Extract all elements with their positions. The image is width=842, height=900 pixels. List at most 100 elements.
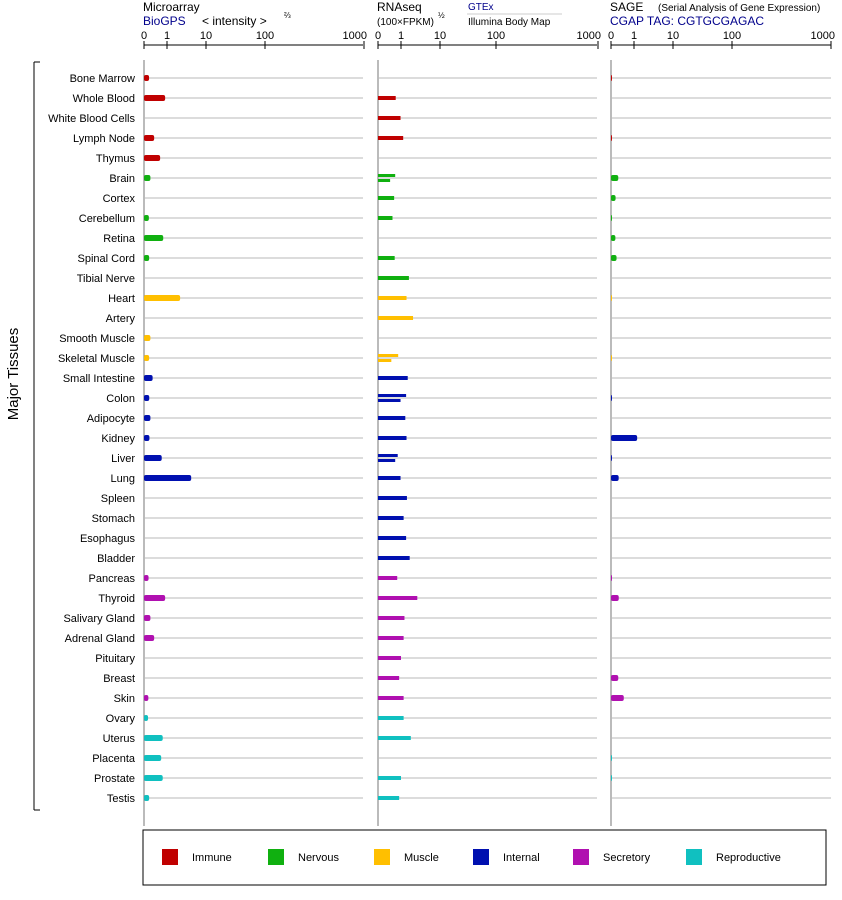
rnaseq-ibm-bar	[378, 399, 401, 402]
legend-swatch-muscle	[374, 849, 390, 865]
microarray-bar	[144, 335, 151, 341]
tissue-labels: Bone Marrow Whole Blood White Blood Cells L…	[48, 73, 136, 805]
tissue-label-lymph-node: Lymph Node	[73, 133, 135, 145]
microarray-bar	[144, 755, 162, 761]
rnaseq-bar	[378, 736, 411, 740]
rnaseq-bar	[378, 656, 401, 660]
legend-swatch-reproductive	[686, 849, 702, 865]
rnaseq-tick-label-1000: 1000	[577, 30, 601, 42]
tissue-label-bladder: Bladder	[97, 553, 135, 565]
tissue-label-breast: Breast	[103, 673, 135, 685]
sage-bar	[611, 435, 638, 441]
legend-label-secretory: Secretory	[603, 852, 651, 864]
sage-bar	[611, 235, 616, 241]
rnaseq-source-ibm: Illumina Body Map	[468, 17, 551, 28]
tissue-label-white-blood-cells: White Blood Cells	[48, 113, 135, 125]
microarray-bar	[144, 75, 150, 81]
rnaseq-bar	[378, 296, 407, 300]
microarray-bar	[144, 635, 155, 641]
tissue-label-adrenal-gland: Adrenal Gland	[65, 633, 135, 645]
legend-swatch-nervous	[268, 849, 284, 865]
tissue-label-liver: Liver	[111, 453, 135, 465]
rnaseq-bar	[378, 556, 410, 560]
rnaseq-bar	[378, 96, 396, 100]
sage-bar	[611, 595, 619, 601]
rnaseq-subtitle-exponent: ½	[438, 11, 445, 20]
tissue-label-testis: Testis	[107, 793, 136, 805]
microarray-tick-label-100: 100	[256, 30, 274, 42]
rnaseq-bar	[378, 616, 405, 620]
tissue-label-ovary: Ovary	[106, 713, 136, 725]
rnaseq-bar	[378, 376, 408, 380]
sage-bar	[611, 575, 612, 581]
tissue-label-spleen: Spleen	[101, 493, 135, 505]
legend: Immune Nervous Muscle Internal Secretory Repr…	[142, 829, 827, 886]
sage-bar	[611, 695, 624, 701]
rnaseq-tick-label-0: 0	[375, 30, 381, 42]
microarray-bar	[144, 775, 163, 781]
microarray-bar	[144, 235, 164, 241]
microarray-bar	[144, 615, 151, 621]
rnaseq-source-gtex: GTEx	[468, 2, 494, 13]
y-axis-title: Major Tissues	[5, 328, 22, 421]
tissue-label-smooth-muscle: Smooth Muscle	[59, 333, 135, 345]
sage-tick-label-0: 0	[608, 30, 614, 42]
rnaseq-ibm-bar	[378, 359, 392, 362]
tissue-bracket	[33, 61, 40, 811]
legend-label-immune: Immune	[192, 852, 232, 864]
microarray-subtitle: BioGPS	[143, 14, 186, 28]
tissue-label-stomach: Stomach	[92, 513, 135, 525]
microarray-bar	[144, 375, 153, 381]
tissue-label-heart: Heart	[108, 293, 135, 305]
legend-label-reproductive: Reproductive	[716, 852, 781, 864]
tissue-label-small-intestine: Small Intestine	[63, 373, 135, 385]
legend-swatch-secretory	[573, 849, 589, 865]
sage-bar	[611, 195, 616, 201]
legend-swatch-internal	[473, 849, 489, 865]
rnaseq-bar	[378, 676, 400, 680]
rnaseq-bar	[378, 696, 404, 700]
sage-bar	[611, 755, 612, 761]
microarray-bar	[144, 695, 149, 701]
legend-label-muscle: Muscle	[404, 852, 439, 864]
tissue-label-skeletal-muscle: Skeletal Muscle	[58, 353, 135, 365]
tissue-label-skin: Skin	[114, 693, 135, 705]
microarray-axis-note-exponent: ⅔	[284, 11, 291, 20]
rnaseq-bar	[378, 636, 404, 640]
rnaseq-bar	[378, 416, 406, 420]
tissue-label-colon: Colon	[106, 393, 135, 405]
tissue-label-uterus: Uterus	[103, 733, 136, 745]
sage-tick-label-10: 10	[667, 30, 679, 42]
tissue-label-artery: Artery	[106, 313, 136, 325]
tissue-label-cerebellum: Cerebellum	[79, 213, 135, 225]
tissue-label-kidney: Kidney	[101, 433, 135, 445]
microarray-bar	[144, 355, 150, 361]
panel-rnaseq: RNAseq (100×FPKM) ½ GTEx Illumina Body Map 0 1…	[375, 0, 601, 826]
tissue-label-cortex: Cortex	[103, 193, 136, 205]
sage-bar	[611, 675, 619, 681]
microarray-tick-label-0: 0	[141, 30, 147, 42]
sage-title: SAGE	[610, 0, 643, 14]
microarray-bar	[144, 435, 150, 441]
rnaseq-tick-label-10: 10	[434, 30, 446, 42]
rnaseq-title: RNAseq	[377, 0, 422, 14]
microarray-tick-label-1: 1	[164, 30, 170, 42]
tissue-label-thymus: Thymus	[96, 153, 136, 165]
rnaseq-bar	[378, 256, 395, 260]
sage-subtitle-note: (Serial Analysis of Gene Expression)	[658, 3, 820, 14]
rnaseq-bar	[378, 436, 407, 440]
tissue-label-tibial-nerve: Tibial Nerve	[77, 273, 135, 285]
rnaseq-bar	[378, 316, 414, 320]
rnaseq-bar	[378, 576, 398, 580]
microarray-bar	[144, 175, 151, 181]
rnaseq-bar	[378, 216, 393, 220]
tissue-label-salivary-gland: Salivary Gland	[63, 613, 135, 625]
microarray-axis-note: < intensity >	[202, 14, 267, 28]
rnaseq-bar	[378, 716, 404, 720]
y-axis-title-group: Major Tissues	[5, 328, 22, 421]
rnaseq-bar	[378, 276, 409, 280]
tissue-label-adipocyte: Adipocyte	[87, 413, 135, 425]
microarray-bar	[144, 135, 155, 141]
